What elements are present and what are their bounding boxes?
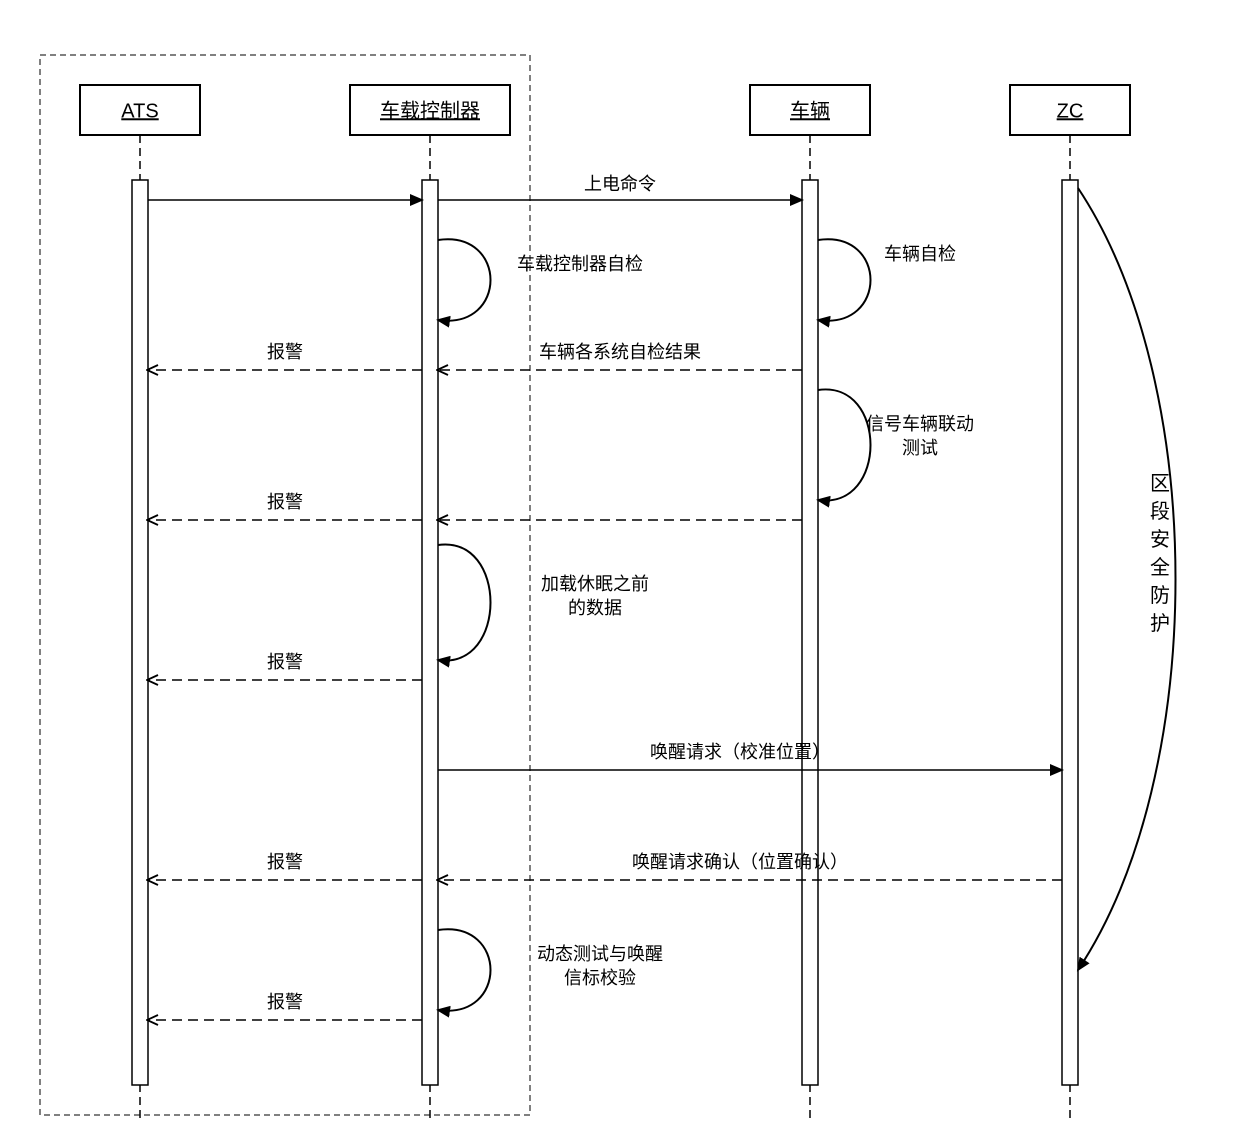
message-1-label: 上电命令 (584, 174, 656, 194)
message-12-label: 唤醒请求确认（位置确认） (632, 852, 848, 872)
self-message-9 (438, 544, 491, 660)
activation-obc (422, 180, 438, 1085)
activation-ats (132, 180, 148, 1085)
message-5-label: 报警 (267, 342, 303, 362)
zc-protection-label-0: 区 (1150, 473, 1170, 495)
self-message-14-label2: 信标校验 (564, 968, 636, 988)
participant-veh-label: 车辆 (790, 99, 830, 122)
activation-veh (802, 180, 818, 1085)
boundary-box (40, 55, 530, 1115)
sequence-diagram: ATS车载控制器车辆ZC上电命令车载控制器自检车辆自检车辆各系统自检结果报警信号… (0, 0, 1240, 1142)
zc-protection-label-5: 护 (1150, 612, 1170, 635)
message-8-label: 报警 (267, 492, 303, 512)
activation-zc (1062, 180, 1078, 1085)
message-15-label: 报警 (267, 992, 303, 1012)
participant-zc-label: ZC (1057, 100, 1084, 122)
self-message-14 (438, 929, 491, 1010)
self-message-2 (438, 239, 491, 320)
participant-ats-label: ATS (121, 100, 158, 122)
message-11-label: 唤醒请求（校准位置） (650, 742, 830, 762)
self-message-3 (818, 239, 871, 320)
participant-obc-label: 车载控制器 (380, 99, 480, 122)
self-message-9-label2: 的数据 (568, 598, 622, 618)
self-message-2-label: 车载控制器自检 (517, 254, 643, 274)
self-message-3-label: 车辆自检 (884, 244, 956, 264)
zc-protection-label-2: 安 (1150, 528, 1170, 551)
self-message-9-label: 加载休眠之前 (541, 574, 649, 594)
zc-protection-arc (1078, 188, 1176, 970)
zc-protection-label-4: 防 (1150, 584, 1170, 607)
zc-protection-label-1: 段 (1150, 500, 1170, 523)
self-message-14-label: 动态测试与唤醒 (537, 944, 663, 964)
message-4-label: 车辆各系统自检结果 (539, 342, 701, 362)
zc-protection-label-3: 全 (1150, 556, 1170, 579)
message-13-label: 报警 (267, 852, 303, 872)
message-10-label: 报警 (267, 652, 303, 672)
self-message-6 (818, 389, 871, 500)
self-message-6-label: 信号车辆联动 (866, 414, 974, 434)
self-message-6-label2: 测试 (902, 438, 938, 458)
